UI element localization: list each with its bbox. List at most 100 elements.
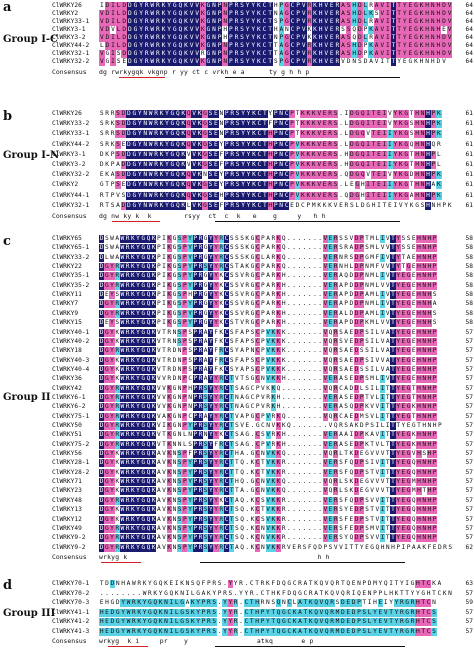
sequence-length: 61 [465,130,473,138]
zinc-finger-underline [200,561,405,564]
sequence-name: ClWRKY41-3 [52,627,90,635]
sequence-length: 57 [465,627,473,635]
sequence-length: 61 [465,171,473,179]
consensus-label: Consensus [52,637,87,645]
group-label-d: Group III [3,608,56,619]
sequence-residues: DGYKWRKYGQKVTRNSPSPRAYFKCSFAPSCPVKKK....… [99,328,438,337]
sequence-name: ClWRKY6-2 [52,403,86,411]
sequence-name: ClWRKY32-1 [52,201,90,209]
sequence-name: ClWRKY9 [52,309,79,317]
sequence-name: ClWRKY65 [52,235,82,242]
sequence-residues: DGYKWRKYGQKAVKNSPFPRSYYRCTHA.GCNVKKQ....… [99,450,438,459]
sequence-residues: DGYKWRKYGQKVTRNSPSPRAYFKCSFAPSCPVKKK....… [99,337,438,346]
sequence-residues: DGYRWRKYGQKVTKGNLNPRNYYKCTSAG.CSVRKH....… [99,431,438,440]
sequence-residues: DGYKWRKYGQKAVKNSPYPRSYYRCTTA.GCNVKKQ....… [99,487,438,496]
sequence-length: 58 [465,263,473,271]
sequence-residues: DGYRWRKYGQKAVKNSPYPRSYYRCTSQ.KCNVKKR....… [99,534,438,543]
sequence-name: ClWRKY33-1 [52,130,90,138]
zinc-finger-underline [215,221,400,223]
sequence-length: 58 [465,300,473,308]
sequence-name: ClWRKY32-1 [52,50,90,57]
sequence-name: ClWRKY3-1 [52,150,86,158]
sequence-residues: DGYRWRKYGQKPIKGSPYPRSYYRCSTAKGCPARKQ....… [99,263,438,272]
sequence-length: 61 [465,120,473,128]
sequence-residues: DSWAWRKYGQKPIKGSPYPRGYYRCSSSKGCPARKQ....… [99,235,438,243]
consensus-sequence: wrkyg k i pr y atkq e p [99,637,314,645]
sequence-length: 58 [465,253,473,261]
sequence-length: 64 [465,26,473,33]
sequence-name: ClWRKY12 [52,515,82,523]
sequence-name: ClWRKY51 [52,431,82,439]
sequence-length: 62 [465,543,473,551]
sequence-residues: DGYRWRKYGQKPIKGSPYPRGYYKCSSVRGCPARKH....… [99,272,438,281]
sequence-length: 57 [465,365,473,373]
consensus-label: Consensus [52,552,87,561]
sequence-length: 64 [465,34,473,41]
sequence-residues: DGYKWRKYGQKAVKNSPYPRSYYRCTSQ.KCTVKKR....… [99,506,438,515]
sequence-residues: DGYRWRKYGQKVTRDNPSPRAYFRCSYAPNCPVKKK....… [99,347,438,356]
sequence-residues: DGYKWRKYGQKVTRDNPSPRAYFRCSFAPSCPVKKK....… [99,356,438,365]
sequence-length: 61 [465,140,473,148]
sequence-length: 57 [465,450,473,458]
sequence-name: ClWRKY3-2 [52,34,86,41]
sequence-name: ClWRKY32-2 [52,171,90,179]
panel-letter-c: c [3,234,11,249]
sequence-residues: DGYRWRKYGQKVVKGNPNPRSYYRCTNAGCPVRKH.....… [99,393,438,402]
sequence-name: ClWRKY48 [52,496,82,504]
sequence-residues: DLWAWRKYGQKPIKGSPYPRGYYRCSSSKGCLARKQ....… [99,253,438,262]
sequence-name: ClWRKY26 [52,110,82,117]
sequence-residues: DGYKWRKYGQKVTRDNPSPRAYFKCSYAPSCPVKKK....… [99,365,438,374]
sequence-name: ClWRKY35-1 [52,272,90,280]
panel-letter-b: b [3,109,13,124]
sequence-length: 61 [465,181,473,189]
sequence-length: 57 [465,496,473,504]
sequence-length: 57 [465,440,473,448]
zinc-finger-underline [215,646,405,648]
sequence-length: 57 [465,608,473,616]
sequence-length: 64 [465,42,473,49]
sequence-length: 64 [465,2,473,9]
consensus-sequence: dg rwrkygqk vkgnp r yy ct c vrkh e a ty … [99,68,310,76]
sequence-residues: DGYRWRKYGQKAVKNSPYPRSYYRCTAQ.KCNVKKRVERS… [99,543,453,552]
sequence-length: 57 [465,356,473,364]
sequence-residues: DGYKWRKYGQKAVKNSPYPRSYYRCTTQ.KCTVKKR....… [99,459,438,468]
sequence-length: 58 [465,309,473,317]
sequence-residues: DGYRWRKYGQKVVKGNPHPRSYYRCTSAGCPVKKQ.....… [99,384,438,393]
sequence-residues: DGYRWRKYGQKVIKGNPYPRSYYRCTSVE.GCNVKKQ...… [99,422,442,430]
sequence-name: ClWRKY56 [52,450,82,458]
sequence-length: 57 [465,506,473,514]
sequence-name: ClWRKY13 [52,506,82,514]
sequence-residues: DGYKWRKYGQKVVRDNPCPRAYYRCTVTSGCNVKKH....… [99,375,438,384]
sequence-name: ClWRKY9-2 [52,534,86,542]
sequence-name: ClWRKY3-1 [52,26,86,33]
panel-letter-a: a [3,0,12,15]
sequence-residues: DGYRWRKYGQKPIKGSPYPRGYYKCSSVRGCPARKH....… [99,300,437,309]
sequence-name: ClWRKY2 [52,10,79,17]
sequence-length: 64 [465,58,473,65]
sequence-name: ClWRKY41-2 [52,618,90,625]
sequence-residues: DEYSWRKYGQKPIKGSPYPRGYYKCSTVRGCPARKH....… [99,319,437,328]
sequence-length: 57 [465,515,473,523]
sequence-residues: DGYRWRKYGQKVAKGNPCPRAYYRCTVAPGCPVRKQ....… [99,412,438,421]
sequence-name: ClWRKY70-1 [52,580,90,587]
sequence-length: 61 [465,161,473,168]
sequence-residues: DGYRWRKYGQKPIKGSPYPRGYYKCSSVRGCPARKH....… [99,309,437,318]
sequence-length: 57 [465,422,473,429]
sequence-length: 57 [465,487,473,495]
sequence-length: 64 [465,50,473,57]
sequence-name: ClWRKY44-2 [52,42,90,49]
sequence-name: ClWRKY7 [52,300,79,308]
sequence-name: ClWRKY75-1 [52,412,90,420]
sequence-length: 57 [465,534,473,542]
